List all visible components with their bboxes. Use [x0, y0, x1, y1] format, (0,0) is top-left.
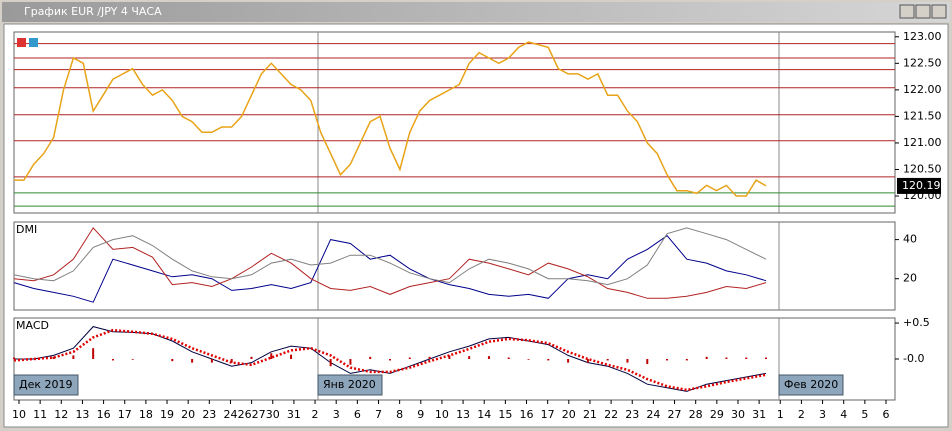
x-tick-label: 6: [354, 408, 361, 421]
x-tick-label: 30: [731, 408, 745, 421]
y-tick-label: 20: [903, 272, 917, 285]
x-tick-label: 10: [12, 408, 26, 421]
panel-label: MACD: [16, 319, 49, 332]
panel-label: DMI: [16, 223, 37, 236]
x-tick-label: 31: [752, 408, 766, 421]
dmi-line: [13, 227, 767, 286]
signal-line: [13, 328, 767, 392]
panel-frame: [13, 221, 896, 311]
x-tick-label: 20: [562, 408, 576, 421]
panel-frame: [13, 31, 896, 214]
icon[interactable]: [17, 38, 26, 47]
x-tick-label: 29: [710, 408, 724, 421]
period-box: [317, 374, 383, 396]
x-tick-label: 9: [417, 408, 424, 421]
x-tick-label: 28: [689, 408, 703, 421]
x-tick-label: 24: [223, 408, 237, 421]
x-tick-label: 11: [33, 408, 47, 421]
current-price-label: 120.19: [902, 179, 941, 192]
current-price-box: [897, 177, 941, 194]
icon[interactable]: [29, 38, 38, 47]
dmi-line: [13, 235, 767, 303]
x-tick-label: 4: [840, 408, 847, 421]
minimize-button[interactable]: [899, 4, 915, 19]
x-tick-label: 2: [798, 408, 805, 421]
x-tick-label: 2: [312, 408, 319, 421]
x-tick-label: 18: [139, 408, 153, 421]
y-tick-label: +0.5: [903, 316, 930, 329]
y-tick-label: -0.0: [903, 352, 924, 365]
period-box: [13, 374, 79, 396]
window-title: График EUR /JPY 4 ЧАСА: [24, 5, 162, 18]
x-tick-label: 2627: [238, 408, 266, 421]
x-tick-label: 13: [456, 408, 470, 421]
x-tick-label: 7: [375, 408, 382, 421]
close-button[interactable]: [931, 4, 947, 19]
maximize-button[interactable]: [915, 4, 931, 19]
x-tick-label: 23: [202, 408, 216, 421]
plot: 123.00 122.50 122.00 121.50 121.00 120.50 120.…: [12, 30, 942, 421]
x-tick-label: 30: [266, 408, 280, 421]
y-tick-label: 120.50: [903, 162, 942, 175]
price-line: [14, 41, 767, 197]
x-tick-label: 17: [118, 408, 132, 421]
x-tick-label: 6: [883, 408, 890, 421]
x-tick-label: 3: [333, 408, 340, 421]
period-box: [778, 374, 844, 396]
x-tick-label: 16: [97, 408, 111, 421]
y-tick-label: 40: [903, 233, 917, 246]
x-tick-label: 31: [287, 408, 301, 421]
x-tick-label: 1: [777, 408, 784, 421]
period-label: Дек 2019: [19, 378, 73, 391]
x-tick-label: 12: [54, 408, 68, 421]
period-label: Янв 2020: [323, 378, 376, 391]
title-bar: [2, 2, 950, 22]
y-tick-label: 121.50: [903, 109, 942, 122]
chart-area: [3, 23, 949, 428]
dmi-line: [13, 227, 767, 299]
x-tick-label: 15: [498, 408, 512, 421]
y-tick-label: 123.00: [903, 30, 942, 43]
x-tick-label: 13: [75, 408, 89, 421]
y-tick-label: 121.00: [903, 136, 942, 149]
x-tick-label: 3: [819, 408, 826, 421]
x-tick-label: 23: [625, 408, 639, 421]
x-tick-label: 24: [646, 408, 660, 421]
x-tick-label: 10: [435, 408, 449, 421]
x-tick-label: 14: [477, 408, 491, 421]
x-tick-label: 8: [396, 408, 403, 421]
x-tick-label: 20: [181, 408, 195, 421]
period-label: Фев 2020: [784, 378, 838, 391]
x-tick-label: 17: [541, 408, 555, 421]
y-tick-label: 122.50: [903, 56, 942, 69]
x-tick-label: 5: [861, 408, 868, 421]
x-tick-label: 22: [604, 408, 618, 421]
x-tick-label: 19: [160, 408, 174, 421]
x-tick-label: 21: [583, 408, 597, 421]
y-tick-label: 122.00: [903, 83, 942, 96]
x-tick-label: 16: [520, 408, 534, 421]
x-tick-label: 27: [668, 408, 682, 421]
